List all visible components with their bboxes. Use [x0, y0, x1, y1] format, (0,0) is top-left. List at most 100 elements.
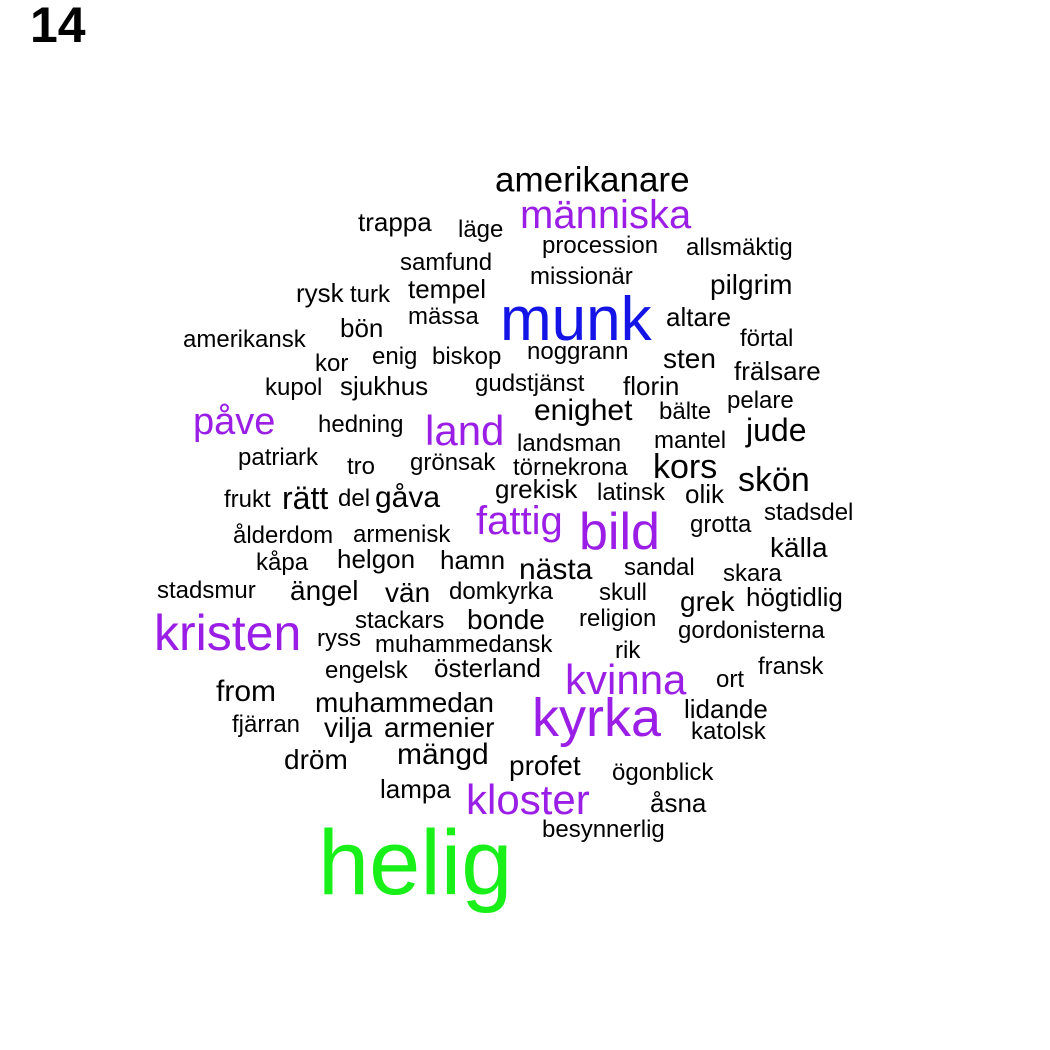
word-27: florin: [623, 371, 680, 401]
word-3: läge: [458, 216, 504, 243]
word-55: armenisk: [353, 521, 451, 548]
word-31: land: [425, 407, 505, 454]
word-11: tempel: [408, 274, 487, 304]
word-23: frälsare: [734, 356, 821, 386]
word-87: fjärran: [232, 711, 301, 738]
word-47: grekisk: [495, 474, 578, 504]
word-26: gudstjänst: [475, 370, 585, 397]
word-37: patriark: [238, 444, 319, 471]
word-38: tro: [347, 453, 376, 480]
word-2: trappa: [358, 207, 432, 237]
word-82: ort: [716, 666, 745, 693]
word-76: muhammedansk: [375, 631, 553, 658]
word-16: bön: [340, 313, 384, 343]
word-15: amerikansk: [183, 326, 306, 353]
word-93: profet: [509, 750, 581, 781]
word-44: rätt: [282, 480, 329, 516]
word-62: skara: [723, 560, 782, 587]
word-8: pilgrim: [710, 269, 793, 300]
word-17: förtal: [740, 325, 794, 352]
word-18: kor: [315, 350, 349, 377]
word-75: ryss: [317, 625, 361, 652]
word-92: mängd: [397, 738, 489, 771]
word-74: gordonisterna: [678, 617, 825, 644]
word-34: jude: [746, 412, 807, 448]
word-96: kloster: [466, 776, 590, 823]
word-89: armenier: [384, 712, 495, 743]
word-22: sten: [663, 343, 716, 374]
word-65: vän: [385, 577, 431, 608]
word-73: religion: [579, 605, 657, 632]
word-43: frukt: [224, 486, 271, 513]
word-53: grotta: [690, 511, 752, 538]
word-7: missionär: [530, 263, 633, 290]
word-14: altare: [666, 302, 732, 332]
word-90: katolsk: [691, 718, 766, 745]
word-20: biskop: [432, 343, 502, 370]
word-35: landsman: [517, 430, 622, 457]
word-81: fransk: [758, 653, 824, 680]
word-13: mässa: [408, 303, 479, 330]
word-36: mantel: [654, 427, 727, 454]
word-97: åsna: [650, 788, 707, 818]
word-66: domkyrka: [449, 578, 554, 605]
word-63: stadsmur: [157, 577, 256, 604]
word-98: besynnerlig: [542, 816, 665, 843]
word-88: vilja: [324, 712, 373, 743]
word-69: högtidlig: [746, 582, 843, 612]
word-40: törnekrona: [513, 454, 628, 481]
word-42: skön: [738, 461, 810, 499]
word-24: kupol: [265, 374, 323, 401]
word-60: nästa: [519, 553, 593, 586]
word-33: bälte: [659, 398, 712, 425]
word-49: olik: [685, 479, 725, 509]
word-64: ängel: [290, 575, 359, 606]
word-12: munk: [500, 285, 652, 354]
word-67: skull: [599, 579, 648, 606]
word-70: kristen: [154, 605, 302, 661]
word-0: amerikanare: [495, 160, 690, 200]
word-19: enig: [372, 343, 418, 370]
word-1: människa: [520, 193, 692, 237]
word-95: lampa: [380, 774, 451, 804]
word-58: helgon: [337, 544, 416, 574]
word-48: latinsk: [597, 479, 666, 506]
word-28: pelare: [727, 387, 794, 414]
word-80: kvinna: [565, 656, 687, 703]
word-41: kors: [653, 448, 718, 486]
word-52: bild: [579, 503, 660, 561]
word-5: allsmäktig: [686, 234, 793, 261]
word-4: procession: [542, 232, 659, 259]
word-21: noggrann: [527, 338, 629, 365]
word-59: hamn: [440, 545, 506, 575]
page-number: 14: [30, 0, 86, 53]
word-91: dröm: [284, 744, 348, 775]
word-45: del: [338, 485, 371, 512]
word-83: from: [216, 675, 276, 708]
word-9: rysk: [296, 278, 344, 308]
word-78: engelsk: [325, 657, 408, 684]
word-50: stadsdel: [764, 499, 854, 526]
word-85: kyrka: [532, 688, 662, 748]
word-51: fattig: [476, 499, 563, 543]
word-57: kåpa: [256, 549, 309, 576]
word-30: hedning: [318, 411, 404, 438]
word-86: lidande: [684, 694, 768, 724]
word-29: påve: [193, 401, 276, 443]
word-61: sandal: [624, 554, 695, 581]
word-46: gåva: [375, 481, 441, 514]
word-99: helig: [318, 812, 513, 914]
word-6: samfund: [400, 249, 493, 276]
word-39: grönsak: [410, 449, 496, 476]
word-54: ålderdom: [233, 522, 334, 549]
word-71: stackars: [355, 607, 445, 634]
word-72: bonde: [467, 604, 545, 635]
word-32: enighet: [534, 394, 633, 427]
word-94: ögonblick: [612, 759, 714, 786]
word-79: österland: [434, 653, 541, 683]
word-77: rik: [615, 637, 641, 664]
word-84: muhammedan: [315, 687, 494, 718]
word-68: grek: [680, 586, 735, 617]
word-10: turk: [350, 281, 391, 308]
